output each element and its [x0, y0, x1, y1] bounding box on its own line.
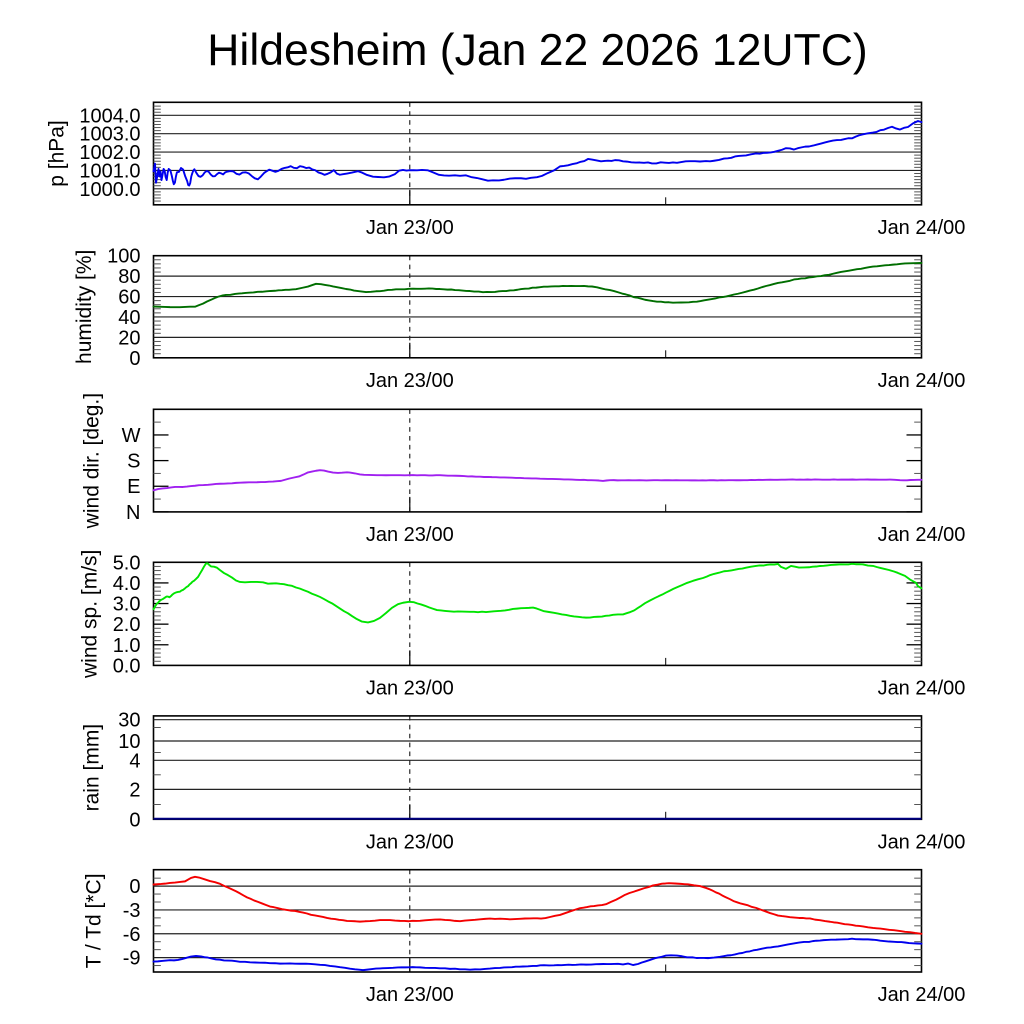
- svg-text:p [hPa]: p [hPa]: [46, 120, 69, 187]
- svg-text:10: 10: [118, 731, 140, 753]
- svg-text:4: 4: [129, 750, 140, 772]
- svg-text:wind sp. [m/s]: wind sp. [m/s]: [79, 550, 102, 679]
- svg-text:0: 0: [129, 876, 140, 898]
- svg-text:3.0: 3.0: [113, 594, 141, 616]
- svg-text:S: S: [127, 451, 140, 473]
- svg-text:Jan 24/00: Jan 24/00: [878, 217, 966, 239]
- svg-text:1000.0: 1000.0: [79, 179, 140, 201]
- svg-text:-3: -3: [123, 900, 141, 922]
- svg-text:0: 0: [129, 348, 140, 370]
- svg-text:2: 2: [129, 779, 140, 801]
- svg-text:humidity [%]: humidity [%]: [73, 250, 96, 364]
- svg-text:40: 40: [118, 307, 140, 329]
- svg-text:E: E: [127, 476, 140, 498]
- svg-text:1.0: 1.0: [113, 635, 141, 657]
- svg-text:rain [mm]: rain [mm]: [81, 724, 104, 812]
- svg-text:Jan 23/00: Jan 23/00: [366, 831, 454, 853]
- svg-text:80: 80: [118, 266, 140, 288]
- svg-text:0.0: 0.0: [113, 655, 141, 677]
- svg-text:Jan 24/00: Jan 24/00: [878, 677, 966, 699]
- svg-text:Jan 23/00: Jan 23/00: [366, 677, 454, 699]
- svg-text:Jan 23/00: Jan 23/00: [366, 524, 454, 546]
- svg-text:1004.0: 1004.0: [79, 105, 140, 127]
- svg-text:Jan 24/00: Jan 24/00: [878, 984, 966, 1006]
- svg-text:1002.0: 1002.0: [79, 142, 140, 164]
- svg-text:100: 100: [107, 246, 140, 268]
- svg-text:-6: -6: [123, 924, 141, 946]
- svg-text:20: 20: [118, 327, 140, 349]
- svg-text:1003.0: 1003.0: [79, 124, 140, 146]
- svg-text:Jan 24/00: Jan 24/00: [878, 831, 966, 853]
- svg-text:N: N: [126, 502, 140, 524]
- svg-text:5.0: 5.0: [113, 552, 141, 574]
- svg-text:Jan 23/00: Jan 23/00: [366, 217, 454, 239]
- svg-text:Hildesheim (Jan 22 2026 12UTC): Hildesheim (Jan 22 2026 12UTC): [207, 26, 867, 75]
- svg-text:Jan 24/00: Jan 24/00: [878, 370, 966, 392]
- svg-text:30: 30: [118, 710, 140, 732]
- svg-text:4.0: 4.0: [113, 573, 141, 595]
- svg-text:-9: -9: [123, 948, 141, 970]
- svg-text:1001.0: 1001.0: [79, 160, 140, 182]
- svg-text:Jan 23/00: Jan 23/00: [366, 370, 454, 392]
- svg-text:W: W: [122, 425, 141, 447]
- svg-text:T / Td [*C]: T / Td [*C]: [83, 873, 106, 968]
- svg-text:Jan 24/00: Jan 24/00: [878, 524, 966, 546]
- svg-text:0: 0: [129, 809, 140, 831]
- svg-text:wind dir. [deg.]: wind dir. [deg.]: [81, 393, 104, 529]
- svg-text:Jan 23/00: Jan 23/00: [366, 984, 454, 1006]
- svg-text:60: 60: [118, 287, 140, 309]
- svg-text:2.0: 2.0: [113, 614, 141, 636]
